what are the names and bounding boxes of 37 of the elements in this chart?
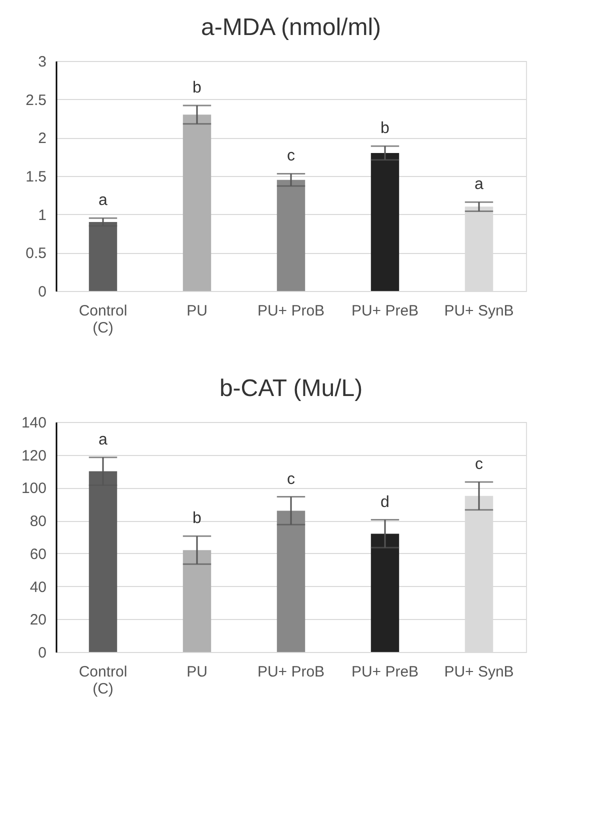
annotation: a xyxy=(98,431,108,448)
y-tick-label: 0 xyxy=(38,644,46,662)
annotation: b xyxy=(192,510,202,528)
y-tick-label: 120 xyxy=(21,447,46,464)
x-tick-label: PU xyxy=(186,302,208,320)
x-tick-label: PU+ SynB xyxy=(444,664,514,680)
x-tick-label: Control (C) xyxy=(78,664,128,698)
annotation: a xyxy=(474,176,484,194)
x-tick-label: PU+ ProB xyxy=(257,302,325,320)
y-tick-label: 140 xyxy=(21,414,46,432)
y-tick-label: 1.5 xyxy=(26,168,46,186)
x-tick-label: PU xyxy=(186,664,208,680)
chart-title: a-MDA (nmol/ml) xyxy=(200,14,382,41)
chart-title: b-CAT (Mu/L) xyxy=(219,375,363,402)
y-tick-label: 2.5 xyxy=(26,92,46,109)
x-tick-label: PU+ SynB xyxy=(444,302,514,320)
annotation: c xyxy=(287,148,295,165)
annotation: c xyxy=(287,470,295,488)
y-tick-label: 40 xyxy=(30,578,46,596)
y-tick-label: 2 xyxy=(38,130,46,148)
y-tick-label: 60 xyxy=(30,546,46,563)
y-tick-label: 0.5 xyxy=(26,245,46,262)
annotation: b xyxy=(380,120,390,138)
y-tick-label: 100 xyxy=(21,480,46,498)
annotation: d xyxy=(380,494,390,511)
y-tick-label: 1 xyxy=(38,206,46,224)
x-tick-label: PU+ PreB xyxy=(351,664,419,680)
y-tick-label: 80 xyxy=(30,513,46,530)
y-tick-label: 0 xyxy=(38,284,46,300)
annotation: b xyxy=(192,79,202,96)
x-tick-label: Control (C) xyxy=(78,302,128,336)
x-tick-label: PU+ ProB xyxy=(257,664,325,680)
annotation: a xyxy=(98,192,108,210)
x-tick-label: PU+ PreB xyxy=(351,302,419,320)
annotation: c xyxy=(475,456,483,473)
y-tick-label: 20 xyxy=(30,612,46,629)
y-tick-label: 3 xyxy=(38,54,46,70)
